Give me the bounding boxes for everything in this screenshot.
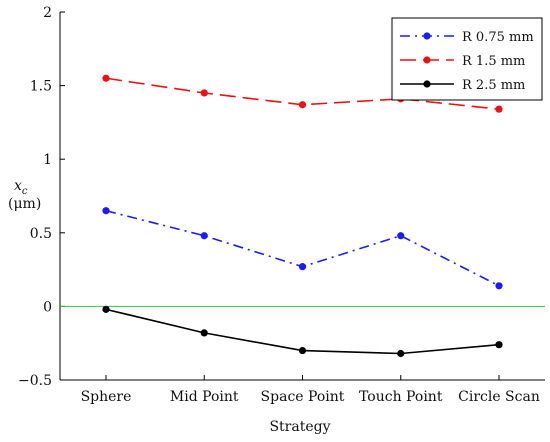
data-point bbox=[102, 74, 110, 82]
data-point bbox=[495, 282, 503, 290]
data-point bbox=[200, 329, 208, 337]
data-point bbox=[298, 101, 307, 109]
y-tick-label: 0 bbox=[43, 299, 52, 315]
x-tick-label: Space Point bbox=[261, 389, 345, 405]
x-tick-label: Circle Scan bbox=[458, 389, 540, 405]
y-axis-label-subscript: c bbox=[22, 186, 28, 197]
data-point bbox=[397, 349, 405, 358]
series-line bbox=[105, 209, 500, 287]
series-group bbox=[102, 207, 503, 290]
legend-box bbox=[391, 17, 543, 101]
data-point bbox=[200, 232, 208, 240]
data-point bbox=[495, 341, 503, 349]
x-tick-label: Touch Point bbox=[359, 389, 443, 405]
series-line bbox=[105, 308, 500, 355]
series-group bbox=[102, 74, 503, 358]
axes: −0.5 0 0.5 1 1.5 2 Sphere Mid Point Space Point T… bbox=[18, 5, 545, 405]
series-group bbox=[102, 74, 503, 113]
series-group bbox=[102, 305, 503, 358]
y-tick-label: 0.5 bbox=[30, 226, 52, 242]
data-point bbox=[495, 105, 503, 113]
y-tick-label: 1.5 bbox=[30, 79, 52, 95]
legend-label: R 1.5 mm bbox=[462, 54, 525, 69]
x-tick-label: Mid Point bbox=[170, 389, 239, 405]
legend-label: R 2.5 mm bbox=[462, 78, 525, 93]
data-point bbox=[298, 346, 307, 355]
data-point bbox=[200, 89, 208, 97]
y-axis-label: xc bbox=[14, 178, 28, 197]
data-point bbox=[102, 305, 110, 313]
y-axis-unit-label: (μm) bbox=[8, 196, 41, 212]
y-axis-label-symbol: x bbox=[14, 178, 22, 194]
y-tick-label: 1 bbox=[43, 152, 52, 168]
legend: R 0.75 mm R 1.5 mm R 2.5 mm bbox=[391, 17, 543, 101]
x-tick-label: Sphere bbox=[81, 389, 132, 405]
legend-label: R 0.75 mm bbox=[462, 30, 534, 45]
legend-marker bbox=[423, 32, 431, 40]
data-point bbox=[102, 207, 110, 215]
legend-marker bbox=[423, 56, 431, 64]
data-point bbox=[397, 232, 405, 240]
y-tick-label: 2 bbox=[43, 5, 52, 21]
x-axis-label: Strategy bbox=[269, 419, 330, 435]
legend-marker bbox=[423, 80, 431, 88]
y-tick-label: −0.5 bbox=[18, 373, 52, 389]
data-point bbox=[298, 263, 307, 271]
